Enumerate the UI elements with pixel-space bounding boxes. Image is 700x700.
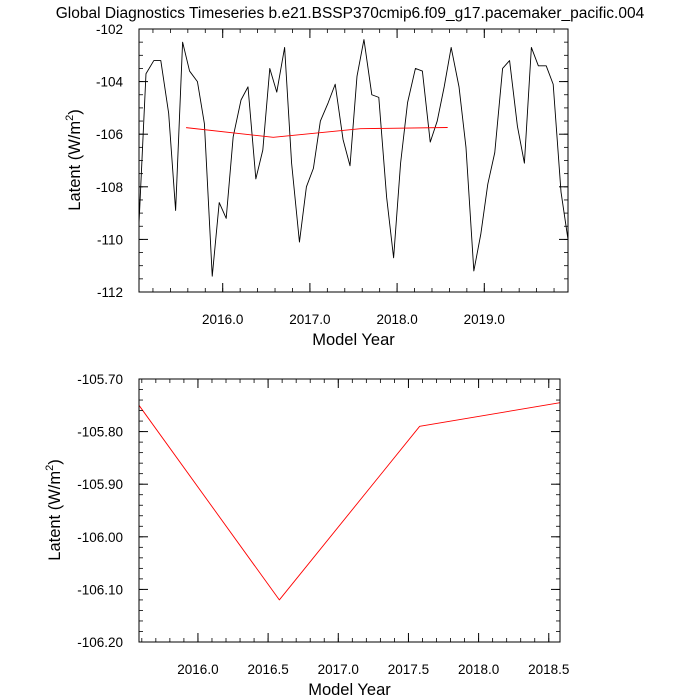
y-axis-label-main: Latent (W/m bbox=[46, 471, 64, 561]
y-axis-label-main: Latent (W/m bbox=[66, 121, 84, 211]
y-tick-label: -105.80 bbox=[77, 425, 123, 440]
y-tick-label: -104 bbox=[96, 75, 124, 90]
x-tick-label: 2018.5 bbox=[528, 662, 569, 677]
x-tick-label: 2018.0 bbox=[376, 312, 417, 327]
x-tick-label: 2017.0 bbox=[318, 662, 359, 677]
top-panel: 2016.0 2017.0 2018.0 2019.0 -112 -110 -108 -106… bbox=[64, 22, 569, 349]
plot-frame bbox=[138, 378, 561, 643]
x-axis-label: Model Year bbox=[308, 681, 391, 699]
y-axis-label: Latent (W/m2) bbox=[44, 459, 64, 560]
y-tick-label: -105.70 bbox=[77, 372, 123, 387]
y-tick-label: -106.00 bbox=[77, 530, 123, 545]
y-tick-label: -106.20 bbox=[77, 635, 123, 650]
x-axis-label: Model Year bbox=[312, 331, 395, 349]
bottom-panel: 2016.0 2016.5 2017.0 2017.5 2018.0 2018.5 -106… bbox=[44, 372, 569, 699]
y-axis-label-tail: ) bbox=[46, 459, 64, 465]
y-tick-label: -110 bbox=[97, 232, 123, 247]
x-tick-label: 2019.0 bbox=[464, 312, 505, 327]
y-tick-label: -105.90 bbox=[77, 477, 123, 492]
y-axis-label-sup: 2 bbox=[44, 465, 56, 471]
y-tick-label: -102 bbox=[96, 22, 123, 37]
y-tick-label: -108 bbox=[96, 180, 123, 195]
series-line-0 bbox=[138, 402, 561, 601]
figure-title: Global Diagnostics Timeseries b.e21.BSSP… bbox=[56, 5, 645, 22]
x-tick-label: 2017.5 bbox=[388, 662, 429, 677]
y-tick-label: -106 bbox=[96, 127, 123, 142]
series-line-0 bbox=[138, 39, 569, 277]
x-tick-label: 2016.0 bbox=[177, 662, 218, 677]
x-tick-label: 2018.0 bbox=[458, 662, 499, 677]
x-tick-label: 2017.0 bbox=[289, 312, 330, 327]
y-tick-label: -106.10 bbox=[77, 582, 123, 597]
y-axis-label: Latent (W/m2) bbox=[64, 109, 84, 210]
y-axis-label-tail: ) bbox=[66, 109, 84, 115]
plot-frame bbox=[138, 28, 569, 293]
x-tick-label: 2016.0 bbox=[202, 312, 243, 327]
series-line-1 bbox=[186, 127, 448, 138]
x-tick-label: 2016.5 bbox=[247, 662, 288, 677]
y-tick-label: -112 bbox=[97, 285, 123, 300]
y-axis-label-sup: 2 bbox=[64, 115, 76, 121]
